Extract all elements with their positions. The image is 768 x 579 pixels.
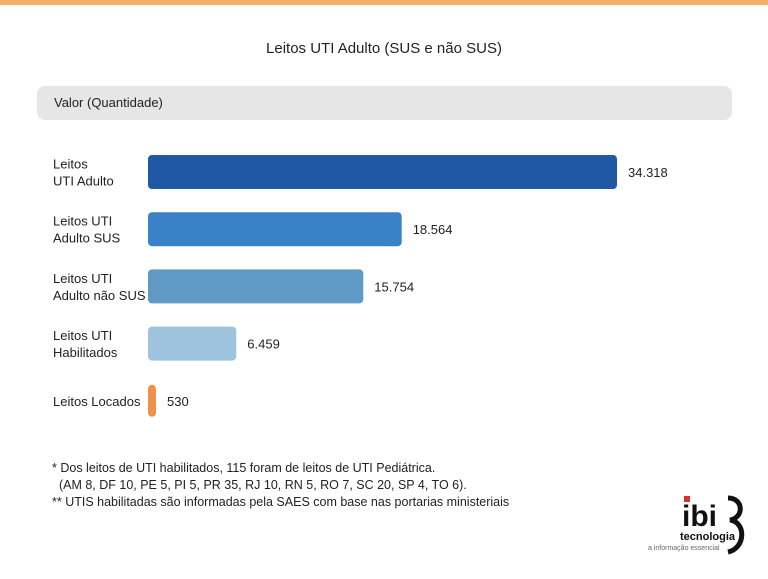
category-label-1-1: Adulto SUS bbox=[53, 231, 121, 246]
footnotes: * Dos leitos de UTI habilitados, 115 for… bbox=[52, 460, 652, 511]
logo-brand: ibi bbox=[682, 500, 717, 533]
value-label-4: 530 bbox=[167, 394, 189, 409]
bar-0 bbox=[148, 155, 617, 189]
logo-swoosh bbox=[727, 495, 745, 555]
category-label-1-0: Leitos UTI bbox=[53, 214, 112, 229]
value-header: Valor (Quantidade) bbox=[37, 86, 732, 120]
chart-title: Leitos UTI Adulto (SUS e não SUS) bbox=[266, 40, 502, 57]
value-label-2: 15.754 bbox=[374, 279, 414, 294]
logo-accent-mark bbox=[684, 496, 690, 502]
bar-1 bbox=[148, 212, 402, 247]
logo-tagline: a informação essencial bbox=[648, 545, 720, 552]
value-label-3: 6.459 bbox=[247, 337, 280, 352]
category-label-2-1: Adulto não SUS bbox=[53, 288, 146, 303]
ibi-logo: ibi tecnologia a informação essencial bbox=[648, 495, 745, 555]
category-label-0-0: Leitos bbox=[53, 157, 88, 172]
category-label-4-0: Leitos Locados bbox=[53, 394, 141, 409]
top-accent-rule bbox=[0, 0, 768, 5]
category-label-0-1: UTI Adulto bbox=[53, 174, 114, 189]
footnote-2: (AM 8, DF 10, PE 5, PI 5, PR 35, RJ 10, … bbox=[52, 478, 467, 492]
logo-subtitle: tecnologia bbox=[680, 531, 736, 543]
category-label-3-1: Habilitados bbox=[53, 345, 118, 360]
bar-2 bbox=[148, 269, 364, 304]
value-label-1: 18.564 bbox=[413, 222, 453, 237]
footnote-3: ** UTIS habilitadas são informadas pela … bbox=[52, 495, 510, 509]
category-label-2-0: Leitos UTI bbox=[53, 271, 112, 286]
footnote-1: * Dos leitos de UTI habilitados, 115 for… bbox=[52, 461, 436, 475]
bar-4 bbox=[148, 384, 156, 417]
category-label-3-0: Leitos UTI bbox=[53, 328, 112, 343]
bar-3 bbox=[148, 326, 237, 361]
value-label-0: 34.318 bbox=[628, 165, 668, 180]
